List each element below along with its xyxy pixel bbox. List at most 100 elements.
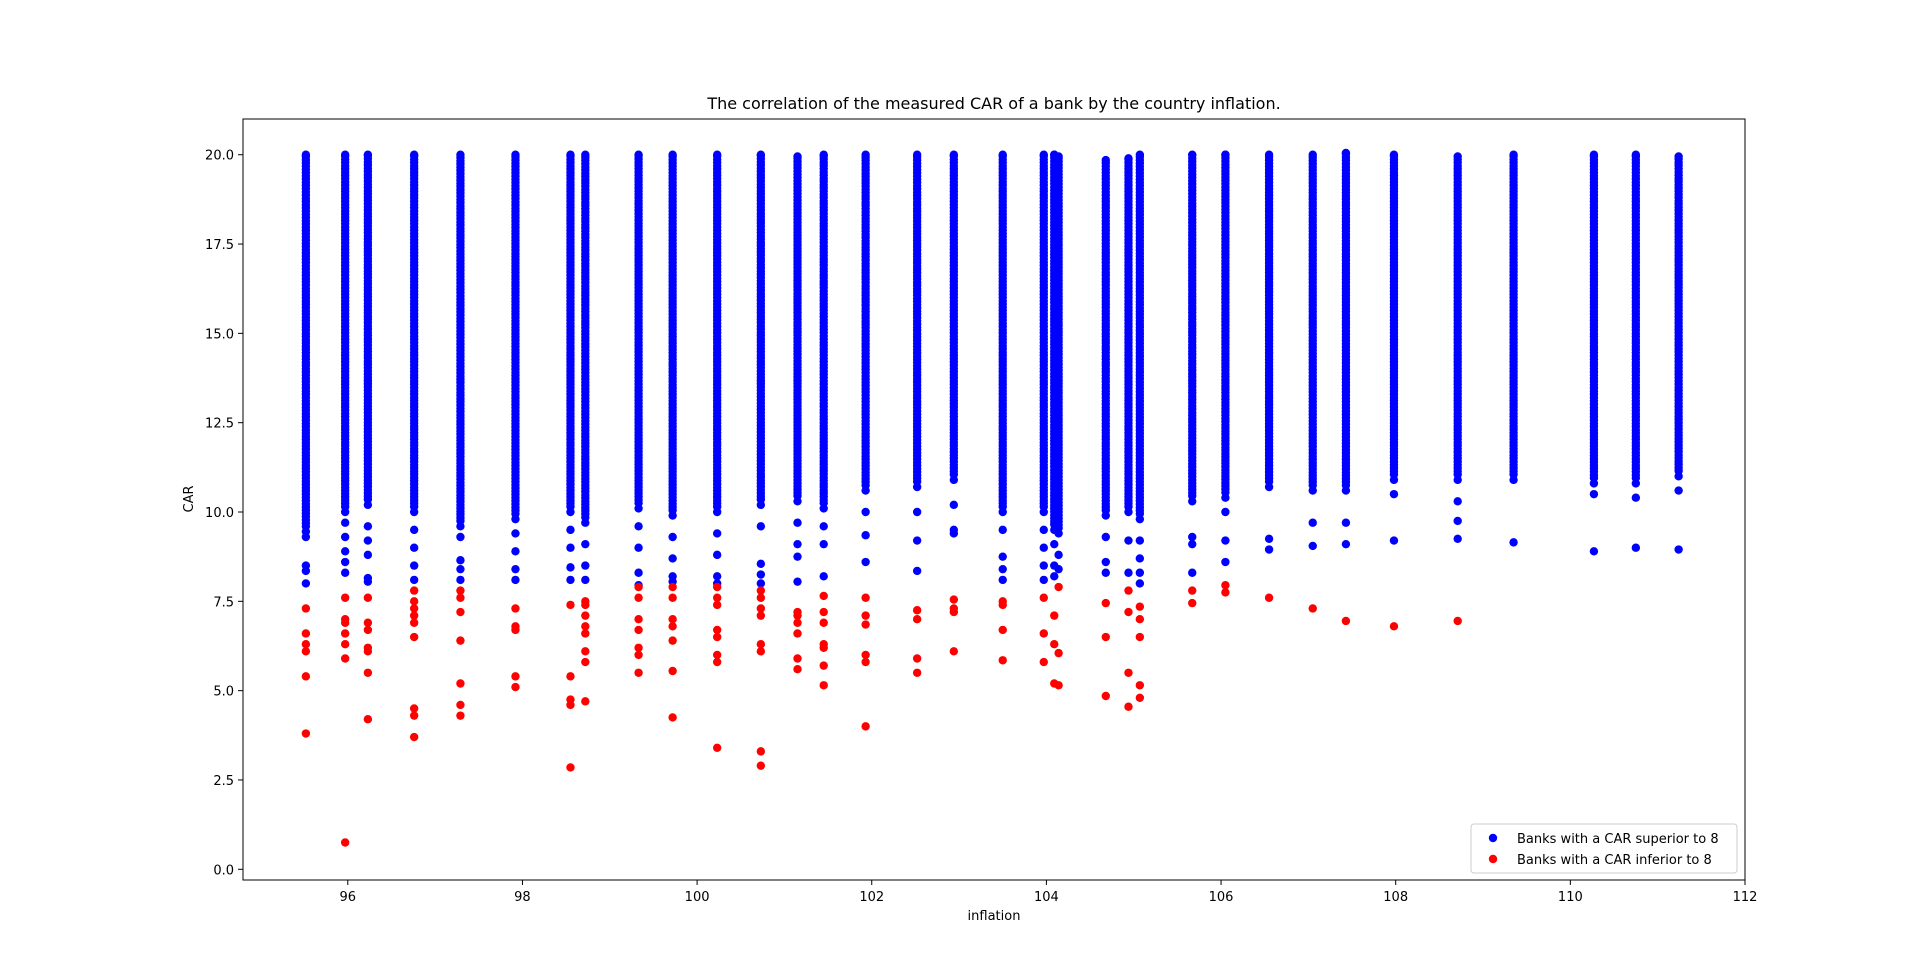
data-point-inferior <box>566 600 575 610</box>
data-point-superior <box>340 518 350 527</box>
data-point-superior <box>1054 529 1063 538</box>
data-point-inferior <box>1135 602 1145 611</box>
data-point-inferior <box>363 618 373 627</box>
data-point-inferior <box>712 600 722 610</box>
data-point-inferior <box>634 668 643 677</box>
data-point-inferior <box>301 629 311 638</box>
data-point-inferior <box>456 586 465 595</box>
data-point-inferior <box>861 593 870 602</box>
chart-title: The correlation of the measured CAR of a… <box>706 94 1280 113</box>
data-point-superior <box>1389 475 1399 485</box>
data-point-superior <box>1631 479 1641 488</box>
data-point-inferior <box>1101 632 1110 642</box>
data-point-inferior <box>668 666 677 676</box>
data-point-superior <box>363 550 373 560</box>
data-point-superior <box>340 547 350 556</box>
data-point-superior <box>409 525 419 535</box>
data-point-inferior <box>793 654 802 663</box>
data-point-superior <box>756 150 766 159</box>
data-point-superior <box>1221 557 1230 567</box>
data-point-inferior <box>861 620 870 629</box>
data-point-inferior <box>1124 586 1133 595</box>
data-point-inferior <box>301 640 311 649</box>
data-point-superior <box>998 552 1007 561</box>
data-point-superior <box>1221 150 1230 159</box>
data-point-inferior <box>668 622 677 631</box>
data-point-inferior <box>511 625 520 635</box>
y-tick-label: 15.0 <box>205 327 234 342</box>
data-point-superior <box>634 543 643 552</box>
data-point-inferior <box>819 681 828 690</box>
y-tick-label: 10.0 <box>205 506 234 521</box>
data-point-superior <box>1135 514 1145 524</box>
data-point-inferior <box>712 650 722 660</box>
data-point-superior <box>861 150 870 159</box>
data-point-inferior <box>668 582 677 592</box>
data-point-superior <box>668 532 677 542</box>
data-point-superior <box>301 527 311 536</box>
data-point-superior <box>1124 154 1133 163</box>
data-point-inferior <box>581 622 590 631</box>
data-point-superior <box>634 504 643 513</box>
data-point-inferior <box>581 629 590 638</box>
data-point-inferior <box>581 611 590 620</box>
data-point-inferior <box>634 625 643 635</box>
data-point-superior <box>1389 536 1399 545</box>
data-point-superior <box>456 532 465 542</box>
y-tick-label: 7.5 <box>213 595 234 610</box>
data-point-superior <box>1674 472 1683 481</box>
data-point-inferior <box>712 657 722 667</box>
data-point-superior <box>793 152 802 161</box>
legend-label-inferior: Banks with a CAR inferior to 8 <box>1517 853 1712 868</box>
data-point-inferior <box>1039 593 1048 602</box>
data-point-superior <box>949 525 959 535</box>
data-point-inferior <box>634 643 643 652</box>
data-point-superior <box>511 564 520 574</box>
data-point-superior <box>566 543 575 552</box>
data-point-superior <box>998 525 1007 535</box>
data-point-superior <box>1453 475 1462 485</box>
data-point-superior <box>301 150 311 159</box>
data-point-superior <box>1453 534 1462 543</box>
data-point-inferior <box>712 632 722 642</box>
y-axis: 0.0 2.5 5.0 7.5 10.0 12.5 15.0 17.5 20.0 <box>205 149 243 878</box>
data-point-inferior <box>1308 604 1317 613</box>
data-point-inferior <box>1124 668 1133 677</box>
data-point-inferior <box>456 700 465 710</box>
data-point-superior <box>912 150 922 159</box>
data-point-superior <box>912 507 922 517</box>
data-point-inferior <box>409 704 419 713</box>
data-point-inferior <box>363 668 373 677</box>
data-point-inferior <box>301 647 311 656</box>
data-point-superior <box>581 150 590 159</box>
data-point-inferior <box>1221 588 1230 597</box>
data-point-superior <box>363 150 373 159</box>
data-point-inferior <box>912 614 922 624</box>
data-point-superior <box>668 511 677 520</box>
data-point-superior <box>1054 152 1063 161</box>
data-point-superior <box>1589 150 1599 159</box>
data-point-superior <box>340 568 350 577</box>
data-point-superior <box>1453 152 1462 161</box>
data-point-superior <box>1188 568 1197 577</box>
data-point-superior <box>409 575 419 585</box>
data-point-inferior <box>1050 611 1059 620</box>
data-point-inferior <box>1453 616 1462 626</box>
data-point-superior <box>301 579 311 588</box>
data-point-inferior <box>409 604 419 613</box>
data-point-inferior <box>340 618 350 627</box>
data-point-inferior <box>581 697 590 706</box>
data-point-superior <box>912 536 922 545</box>
data-point-inferior <box>1054 648 1063 658</box>
data-point-superior <box>756 500 766 510</box>
data-point-superior <box>301 561 311 570</box>
data-point-inferior <box>456 607 465 617</box>
data-point-inferior <box>1124 607 1133 617</box>
data-point-superior <box>998 507 1007 517</box>
data-point-superior <box>566 150 575 159</box>
data-point-inferior <box>301 604 311 613</box>
data-point-superior <box>634 568 643 577</box>
data-point-superior <box>1101 155 1110 165</box>
data-point-inferior <box>712 582 722 592</box>
